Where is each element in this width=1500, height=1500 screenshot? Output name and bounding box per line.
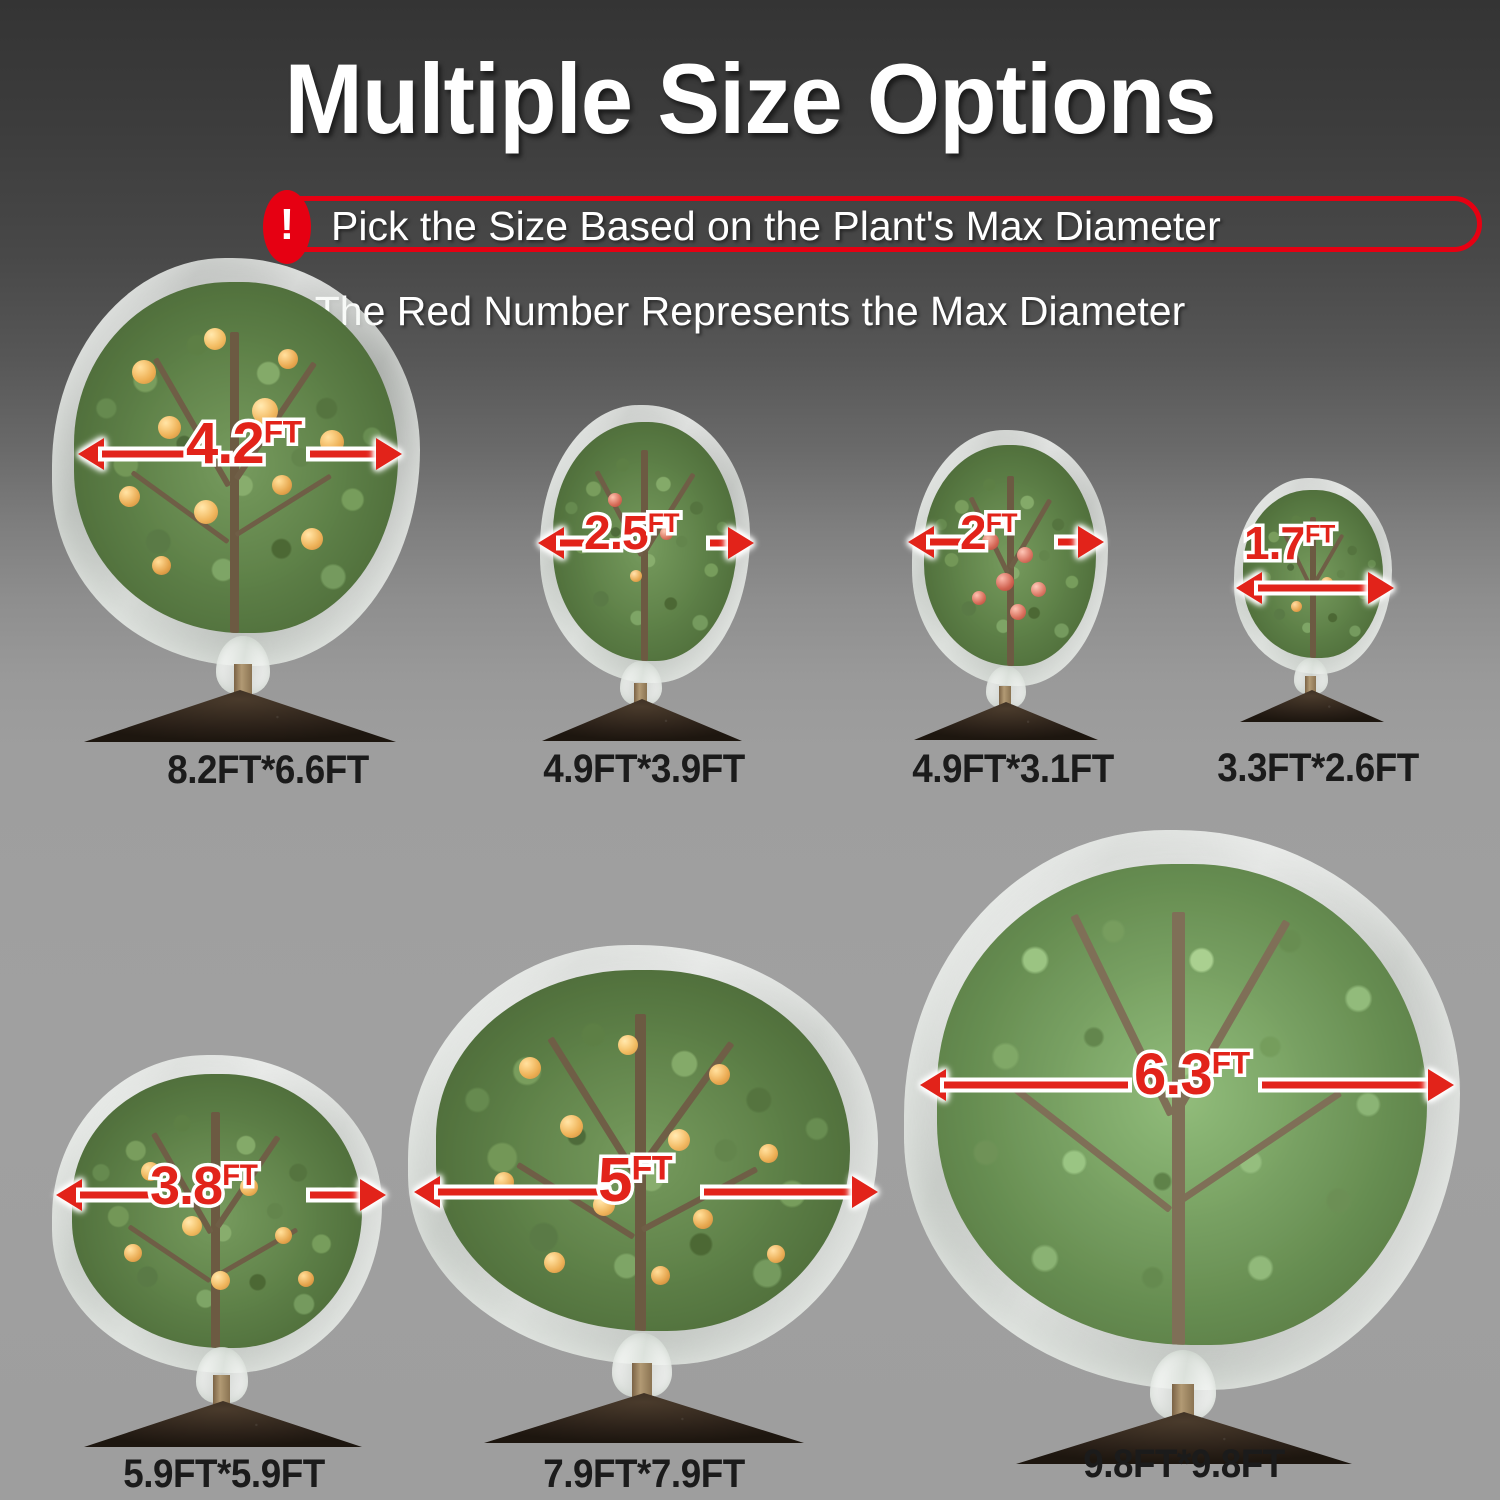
arrow-bar-left (560, 539, 596, 547)
callout-banner: ! Pick the Size Based on the Plant's Max… (263, 190, 1482, 264)
arrow-head-left (538, 527, 564, 559)
arrow-head-right (852, 1176, 878, 1208)
diameter-label-5: 3.8FT (146, 1153, 262, 1220)
diameter-unit: FT (628, 1146, 676, 1191)
caption-text: 7.9FT*7.9FT (543, 1452, 745, 1496)
branches (553, 422, 738, 661)
diameter-value: 3.8 (146, 1153, 226, 1220)
diameter-label-6: 5FT (594, 1143, 676, 1219)
diameter-label-4: 1.7FT (1241, 514, 1339, 573)
diameter-value: 6.3 (1131, 1039, 1217, 1111)
size-caption-7: 9.8FT*9.8FT (1000, 1442, 1368, 1487)
product-tree-1: 4.2FT 8.2FT*6.6FT (48, 258, 428, 792)
page-title: Multiple Size Options (284, 43, 1216, 154)
soil-mound (484, 1393, 804, 1443)
arrow-head-right (728, 527, 754, 559)
arrow-bar-left (438, 1188, 606, 1196)
diameter-unit: FT (982, 505, 1021, 542)
product-tree-4: 1.7FT 3.3FT*2.6FT (1217, 478, 1419, 790)
branches (924, 445, 1096, 666)
product-tree-6: 5FT 7.9FT*7.9FT (404, 945, 884, 1496)
arrow-head-left (920, 1069, 946, 1101)
arrow-head-right (360, 1179, 386, 1211)
branches (72, 1074, 362, 1348)
arrow-bar-right (1262, 1081, 1430, 1089)
foliage (1243, 489, 1383, 659)
arrow-bar-left (80, 1191, 154, 1199)
branches (937, 864, 1426, 1346)
product-tree-5: 3.8FT 5.9FT*5.9FT (46, 1055, 396, 1496)
caption-text: 4.9FT*3.1FT (912, 747, 1114, 791)
branches (74, 282, 398, 634)
diameter-value: 1.7 (1241, 514, 1310, 573)
size-caption-2: 4.9FT*3.9FT (458, 747, 830, 792)
mesh-cover (52, 258, 420, 666)
diameter-label-2: 2.5FT (581, 504, 684, 564)
diameter-unit: FT (260, 410, 305, 453)
soil-mound (1240, 690, 1384, 722)
mesh-cover (904, 830, 1460, 1390)
size-caption-1: 8.2FT*6.6FT (66, 748, 471, 793)
diameter-unit: FT (1301, 517, 1338, 552)
caption-text: 9.8FT*9.8FT (1083, 1442, 1285, 1486)
arrow-head-left (1236, 572, 1262, 604)
soil-mound (84, 690, 396, 742)
diameter-value: 2.5 (581, 504, 653, 564)
caption-text: 5.9FT*5.9FT (123, 1452, 325, 1496)
caption-text: 4.9FT*3.9FT (543, 747, 745, 791)
foliage (436, 970, 850, 1332)
foliage (923, 445, 1097, 666)
diameter-value: 2 (957, 504, 991, 564)
arrow-head-right (1368, 572, 1394, 604)
arrow-bar-left (102, 450, 212, 458)
arrow-head-right (1428, 1069, 1454, 1101)
diameter-unit: FT (644, 505, 683, 542)
arrow-head-right (1078, 526, 1104, 558)
mesh-cover (52, 1055, 382, 1373)
product-tree-2: 2.5FT 4.9FT*3.9FT (524, 405, 764, 791)
arrow-head-left (56, 1179, 82, 1211)
arrow-head-right (376, 438, 402, 470)
arrow-bar-right (1058, 538, 1082, 546)
arrow-bar-right (310, 1191, 362, 1199)
arrow-bar-right (310, 450, 378, 458)
caption-text: 3.3FT*2.6FT (1217, 746, 1419, 790)
mesh-cover (408, 945, 878, 1365)
arrow-bar-left (1258, 584, 1372, 592)
foliage (71, 1074, 363, 1348)
subtitle: The Red Number Represents the Max Diamet… (314, 288, 1186, 334)
diameter-unit: FT (1208, 1041, 1253, 1084)
diameter-label-1: 4.2FT (183, 408, 306, 480)
arrow-head-left (78, 438, 104, 470)
arrow-head-left (414, 1176, 440, 1208)
foliage (937, 863, 1427, 1346)
soil-mound (914, 702, 1098, 740)
size-caption-4: 3.3FT*2.6FT (1145, 746, 1491, 791)
caption-text: 8.2FT*6.6FT (167, 748, 369, 792)
diameter-value: 5 (594, 1143, 636, 1219)
callout-banner-text: Pick the Size Based on the Plant's Max D… (331, 203, 1221, 249)
arrow-bar-right (704, 1188, 854, 1196)
diameter-value: 4.2 (183, 408, 269, 480)
size-caption-6: 7.9FT*7.9FT (460, 1452, 828, 1497)
foliage (74, 282, 398, 634)
diameter-label-3: 2FT (957, 504, 1021, 564)
size-caption-3: 4.9FT*3.1FT (834, 747, 1193, 792)
arrow-bar-left (944, 1081, 1128, 1089)
branches (436, 970, 850, 1332)
arrow-head-left (908, 526, 934, 558)
product-tree-3: 2FT 4.9FT*3.1FT (898, 430, 1128, 791)
soil-mound (542, 699, 742, 741)
exclamation-icon: ! (263, 190, 311, 264)
product-tree-7: 6.3FT 9.8FT*9.8FT (898, 830, 1468, 1490)
size-caption-5: 5.9FT*5.9FT (40, 1452, 408, 1497)
diameter-label-7: 6.3FT (1131, 1039, 1254, 1111)
mesh-cover (912, 430, 1108, 686)
soil-mound (84, 1401, 362, 1447)
diameter-unit: FT (219, 1156, 262, 1196)
arrow-bar-right (710, 539, 732, 547)
arrow-bar-left (930, 538, 966, 546)
